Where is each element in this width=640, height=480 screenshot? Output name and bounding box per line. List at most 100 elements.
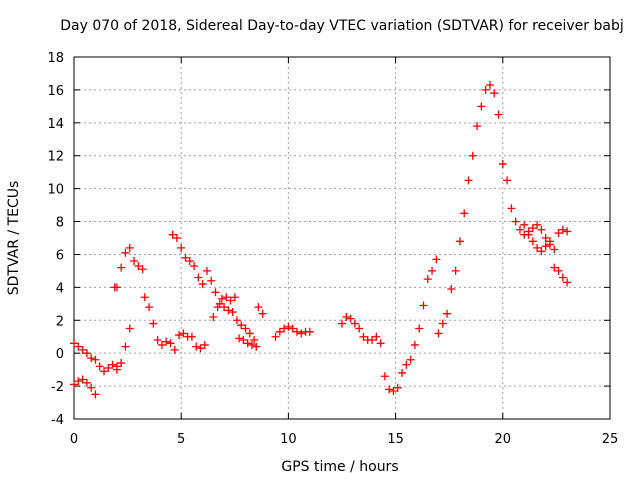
data-point	[481, 85, 490, 94]
data-point	[533, 220, 542, 229]
y-tick-label: 4	[56, 281, 64, 296]
data-point	[541, 234, 550, 242]
data-point	[402, 360, 411, 369]
data-point	[528, 224, 537, 233]
data-point	[507, 204, 516, 213]
data-point	[432, 255, 441, 264]
data-point	[284, 322, 293, 331]
data-point	[125, 243, 134, 252]
data-point	[537, 247, 546, 256]
data-point	[275, 327, 284, 336]
y-tick-label: 0	[56, 347, 64, 362]
plot-frame	[73, 56, 611, 420]
x-tick-label: 20	[495, 432, 512, 447]
data-point	[368, 336, 377, 345]
data-point	[468, 151, 477, 160]
data-point	[177, 243, 186, 252]
data-point	[419, 301, 428, 310]
data-point	[117, 263, 126, 272]
data-point	[443, 309, 452, 318]
series-track-16	[434, 285, 456, 338]
data-point	[134, 261, 143, 270]
data-point	[138, 265, 147, 274]
data-point	[515, 225, 524, 234]
data-point	[258, 309, 267, 318]
grid	[74, 57, 610, 419]
data-point	[239, 336, 248, 345]
y-tick-label: 16	[47, 84, 64, 99]
data-point	[537, 225, 546, 234]
data-point	[305, 327, 314, 336]
data-point	[125, 324, 134, 333]
data-point	[355, 324, 364, 333]
data-series	[70, 80, 572, 399]
data-point	[438, 319, 447, 328]
data-point	[207, 276, 216, 285]
data-point	[235, 334, 244, 343]
series-track-4	[112, 324, 134, 374]
data-point	[121, 248, 130, 257]
series-track-3	[110, 243, 147, 292]
data-point	[95, 362, 104, 371]
data-point	[485, 80, 494, 89]
data-point	[563, 278, 572, 287]
data-point	[232, 316, 241, 325]
data-point	[554, 266, 563, 275]
data-point	[503, 176, 512, 185]
data-point	[209, 312, 218, 321]
data-point	[292, 327, 301, 336]
data-point	[428, 266, 437, 275]
data-point	[393, 383, 402, 392]
data-point	[541, 242, 550, 251]
data-point	[149, 319, 158, 328]
data-point	[145, 303, 154, 312]
series-track-7	[175, 329, 209, 353]
data-point	[389, 387, 398, 396]
data-point	[70, 380, 78, 389]
y-tick-label: 8	[56, 216, 64, 231]
series-track-13	[338, 312, 385, 348]
data-point	[194, 273, 203, 282]
data-point	[271, 332, 280, 341]
data-point	[434, 329, 443, 338]
data-point	[172, 234, 181, 242]
data-point	[170, 345, 179, 354]
data-point	[121, 342, 130, 351]
series-track-9	[209, 293, 239, 321]
data-point	[520, 220, 529, 229]
data-point	[243, 339, 252, 348]
data-point	[250, 336, 259, 345]
data-point	[359, 332, 368, 341]
data-point	[477, 102, 486, 111]
data-point	[217, 294, 226, 303]
series-track-21	[554, 225, 572, 238]
data-point	[415, 324, 424, 333]
x-tick-label: 25	[602, 432, 619, 447]
x-tick-label: 0	[70, 432, 78, 447]
data-point	[112, 365, 121, 374]
data-point	[563, 227, 572, 236]
series-track-11	[254, 303, 267, 318]
data-point	[202, 266, 211, 275]
data-point	[213, 303, 222, 312]
data-point	[91, 355, 100, 364]
data-point	[162, 337, 171, 346]
data-point	[550, 245, 559, 254]
data-point	[179, 329, 188, 338]
data-point	[550, 263, 559, 272]
data-point	[451, 266, 460, 275]
data-point	[410, 340, 419, 349]
data-point	[78, 375, 87, 384]
data-point	[222, 293, 231, 302]
data-point	[82, 349, 91, 358]
data-point	[185, 257, 194, 266]
data-point	[423, 275, 432, 284]
data-point	[187, 332, 196, 341]
y-axis: -4 -2 0 2 4 6 8 10 12 14 16 18	[47, 51, 610, 428]
data-point	[533, 243, 542, 252]
data-point	[398, 368, 407, 377]
data-point	[226, 296, 235, 305]
y-axis-label: SDTVAR / TECUs	[6, 181, 22, 296]
data-point	[380, 372, 389, 381]
